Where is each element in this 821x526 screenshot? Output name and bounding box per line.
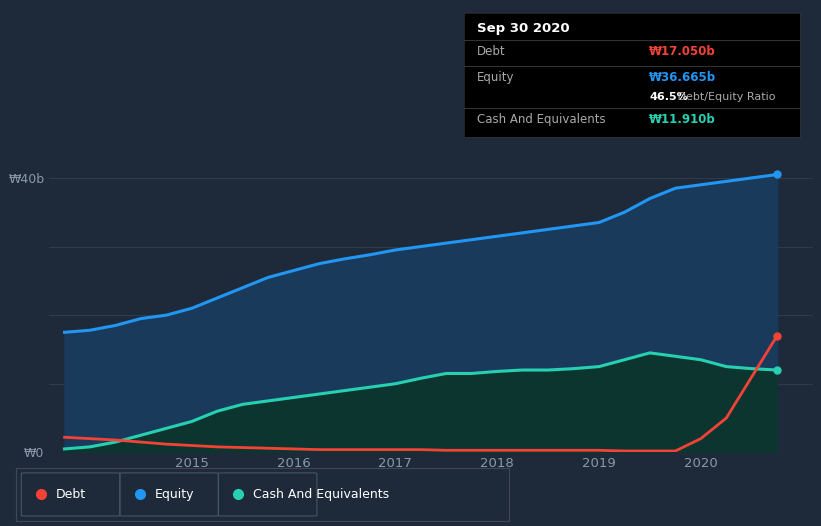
Text: Cash And Equivalents: Cash And Equivalents (477, 113, 606, 126)
Text: ₩17.050b: ₩17.050b (649, 45, 716, 58)
Text: ₩36.665b: ₩36.665b (649, 71, 716, 84)
Text: Equity: Equity (154, 488, 194, 501)
Text: Cash And Equivalents: Cash And Equivalents (253, 488, 389, 501)
Text: Debt/Equity Ratio: Debt/Equity Ratio (674, 92, 776, 102)
Text: Equity: Equity (477, 71, 515, 84)
Text: ₩11.910b: ₩11.910b (649, 113, 716, 126)
Text: Debt: Debt (56, 488, 86, 501)
Text: Sep 30 2020: Sep 30 2020 (477, 22, 570, 35)
Text: 46.5%: 46.5% (649, 92, 688, 102)
Text: Debt: Debt (477, 45, 506, 58)
